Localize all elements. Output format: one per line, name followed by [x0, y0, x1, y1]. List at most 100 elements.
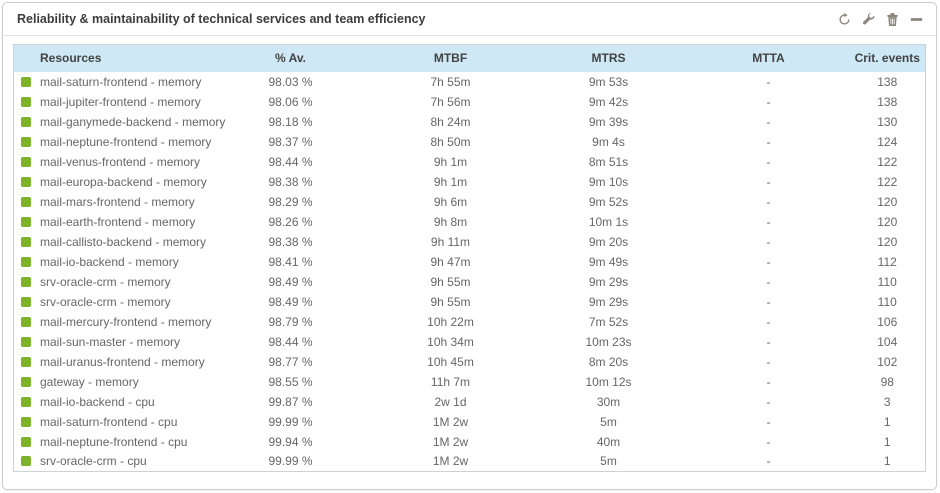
resource-cell: mail-uranus-frontend - memory	[14, 352, 210, 372]
table-row[interactable]: srv-oracle-crm - memory 98.49 % 9h 55m 9…	[14, 292, 926, 312]
availability-cell: 98.55 %	[268, 374, 313, 389]
metrics-table: Resources % Av. MTBF MTRS MTTA Crit. eve…	[13, 44, 926, 472]
availability-cell: 98.38 %	[268, 234, 313, 249]
trash-icon[interactable]	[885, 12, 899, 26]
availability-cell: 98.37 %	[268, 134, 313, 149]
table-row[interactable]: mail-neptune-frontend - cpu 99.94 % 1M 2…	[14, 432, 926, 452]
mtrs-cell: 30m	[596, 394, 621, 409]
crit-events-cell: 3	[883, 394, 891, 409]
resource-name: mail-europa-backend - memory	[40, 174, 207, 189]
mtta-cell: -	[766, 94, 771, 109]
resource-name: mail-saturn-frontend - memory	[40, 74, 202, 89]
availability-cell: 98.38 %	[268, 174, 313, 189]
table-row[interactable]: mail-earth-frontend - memory 98.26 % 9h …	[14, 212, 926, 232]
minimize-icon[interactable]	[909, 12, 923, 26]
col-header-availability[interactable]: % Av.	[209, 44, 372, 72]
resource-cell: mail-neptune-frontend - memory	[14, 132, 212, 152]
table-row[interactable]: mail-callisto-backend - memory 98.38 % 9…	[14, 232, 926, 252]
mtrs-cell: 9m 42s	[588, 94, 629, 109]
table-row[interactable]: mail-saturn-frontend - memory 98.03 % 7h…	[14, 72, 926, 92]
mtbf-cell: 1M 2w	[432, 414, 469, 429]
panel-header: Reliability & maintainability of technic…	[3, 3, 936, 36]
resource-cell: mail-jupiter-frontend - memory	[14, 92, 210, 112]
status-square-icon	[21, 156, 31, 167]
mtta-cell: -	[766, 214, 771, 229]
status-square-icon	[21, 356, 31, 367]
mtta-cell: -	[766, 454, 771, 469]
mtbf-cell: 9h 47m	[430, 254, 471, 269]
table-row[interactable]: mail-venus-frontend - memory 98.44 % 9h …	[14, 152, 926, 172]
mtbf-cell: 10h 34m	[427, 334, 474, 349]
availability-cell: 98.29 %	[268, 194, 313, 209]
crit-events-cell: 122	[877, 154, 898, 169]
table-row[interactable]: mail-europa-backend - memory 98.38 % 9h …	[14, 172, 926, 192]
table-row[interactable]: mail-io-backend - cpu 99.87 % 2w 1d 30m …	[14, 392, 926, 412]
col-header-mtta[interactable]: MTTA	[687, 44, 850, 72]
crit-events-cell: 1	[883, 414, 891, 429]
col-header-mtrs[interactable]: MTRS	[529, 44, 688, 72]
status-square-icon	[21, 196, 31, 207]
resource-name: mail-neptune-frontend - cpu	[40, 434, 188, 449]
refresh-icon[interactable]	[837, 12, 851, 26]
resource-name: mail-saturn-frontend - cpu	[40, 414, 178, 429]
crit-events-cell: 1	[883, 434, 891, 449]
crit-events-cell: 124	[877, 134, 898, 149]
resource-name: mail-uranus-frontend - memory	[40, 354, 205, 369]
table-row[interactable]: mail-saturn-frontend - cpu 99.99 % 1M 2w…	[14, 412, 926, 432]
mtrs-cell: 9m 52s	[588, 194, 629, 209]
col-header-mtbf[interactable]: MTBF	[371, 44, 530, 72]
table-row[interactable]: mail-uranus-frontend - memory 98.77 % 10…	[14, 352, 926, 372]
mtta-cell: -	[766, 274, 771, 289]
table-row[interactable]: srv-oracle-crm - cpu 99.99 % 1M 2w 5m - …	[14, 452, 926, 472]
mtbf-cell: 9h 11m	[430, 234, 471, 249]
crit-events-cell: 122	[877, 174, 898, 189]
mtbf-cell: 9h 1m	[433, 174, 468, 189]
mtrs-cell: 9m 20s	[588, 234, 629, 249]
crit-events-cell: 1	[883, 454, 891, 469]
table-row[interactable]: mail-jupiter-frontend - memory 98.06 % 7…	[14, 92, 926, 112]
status-square-icon	[21, 276, 31, 287]
resource-cell: mail-mars-frontend - memory	[14, 192, 210, 212]
mtta-cell: -	[766, 234, 771, 249]
mtrs-cell: 9m 39s	[588, 114, 629, 129]
resource-cell: srv-oracle-crm - memory	[14, 292, 210, 312]
table-row[interactable]: gateway - memory 98.55 % 11h 7m 10m 12s …	[14, 372, 926, 392]
mtrs-cell: 9m 10s	[588, 174, 629, 189]
mtbf-cell: 9h 1m	[433, 154, 468, 169]
mtta-cell: -	[766, 154, 771, 169]
resource-name: mail-jupiter-frontend - memory	[40, 94, 201, 109]
mtrs-cell: 9m 53s	[588, 74, 629, 89]
resource-cell: mail-callisto-backend - memory	[14, 232, 210, 252]
wrench-icon[interactable]	[861, 12, 875, 26]
mtbf-cell: 7h 56m	[430, 94, 471, 109]
mtbf-cell: 9h 8m	[433, 214, 468, 229]
mtrs-cell: 8m 20s	[588, 354, 629, 369]
resource-cell: mail-ganymede-backend - memory	[14, 112, 225, 132]
mtrs-cell: 40m	[596, 434, 621, 449]
resource-name: mail-ganymede-backend - memory	[40, 114, 226, 129]
resource-name: mail-neptune-frontend - memory	[40, 134, 212, 149]
crit-events-cell: 106	[877, 314, 898, 329]
col-header-crit-events[interactable]: Crit. events	[849, 44, 926, 72]
status-square-icon	[21, 116, 31, 127]
table-row[interactable]: mail-io-backend - memory 98.41 % 9h 47m …	[14, 252, 926, 272]
resource-cell: mail-europa-backend - memory	[14, 172, 210, 192]
availability-cell: 98.44 %	[268, 154, 313, 169]
status-square-icon	[21, 216, 31, 227]
resource-cell: mail-neptune-frontend - cpu	[14, 432, 210, 452]
mtta-cell: -	[766, 174, 771, 189]
table-row[interactable]: mail-ganymede-backend - memory 98.18 % 8…	[14, 112, 926, 132]
status-square-icon	[21, 416, 31, 427]
table-row[interactable]: mail-mars-frontend - memory 98.29 % 9h 6…	[14, 192, 926, 212]
mtrs-cell: 5m	[600, 414, 617, 429]
resource-cell: mail-io-backend - memory	[14, 252, 210, 272]
table-row[interactable]: mail-neptune-frontend - memory 98.37 % 8…	[14, 132, 926, 152]
mtrs-cell: 8m 51s	[588, 154, 629, 169]
crit-events-cell: 120	[877, 234, 898, 249]
status-square-icon	[21, 76, 31, 87]
table-row[interactable]: mail-sun-master - memory 98.44 % 10h 34m…	[14, 332, 926, 352]
table-row[interactable]: srv-oracle-crm - memory 98.49 % 9h 55m 9…	[14, 272, 926, 292]
crit-events-cell: 130	[877, 114, 898, 129]
table-row[interactable]: mail-mercury-frontend - memory 98.79 % 1…	[14, 312, 926, 332]
col-header-resources[interactable]: Resources	[13, 44, 210, 72]
